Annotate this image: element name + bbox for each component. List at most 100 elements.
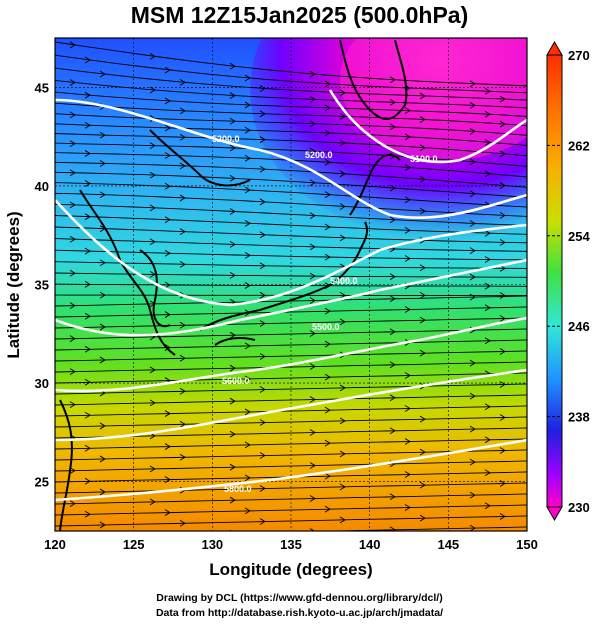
streamline — [55, 394, 527, 406]
streamline-arrow — [244, 441, 251, 449]
streamline-arrow — [469, 392, 476, 400]
streamline-arrow — [484, 170, 491, 178]
streamline-arrow — [164, 124, 171, 132]
streamline — [55, 192, 527, 217]
streamline-arrow — [419, 92, 426, 100]
streamline — [55, 182, 527, 208]
streamline-arrow — [389, 98, 396, 106]
streamline-arrow — [99, 70, 106, 78]
streamline-arrow — [419, 481, 426, 489]
streamline-arrow — [179, 387, 186, 395]
streamline-arrow — [499, 212, 506, 219]
contour-label: 5400.0 — [330, 276, 358, 286]
streamline-arrow — [499, 182, 506, 189]
streamline-arrow — [324, 472, 331, 480]
streamline-arrow — [69, 368, 76, 375]
streamline-arrow — [149, 115, 156, 122]
streamline-arrow — [149, 399, 156, 407]
streamline-arrow — [324, 307, 331, 315]
streamline-arrow — [244, 74, 251, 82]
streamline-arrow — [229, 397, 236, 405]
streamline-arrow — [229, 144, 236, 152]
streamline-arrow — [164, 344, 171, 351]
streamline-arrow — [309, 96, 316, 103]
streamline-arrow — [324, 373, 331, 381]
streamline-arrow — [164, 97, 171, 105]
streamline-arrow — [309, 243, 316, 251]
streamline-arrow — [404, 372, 411, 379]
streamline — [55, 350, 527, 362]
streamline-arrow — [404, 226, 411, 234]
streamline-arrow — [69, 500, 76, 507]
streamline-arrow — [244, 282, 251, 289]
streamline-arrow — [69, 335, 76, 342]
streamline-arrow — [229, 241, 236, 248]
streamline-arrow — [419, 415, 426, 423]
streamline — [55, 161, 527, 188]
streamline — [55, 294, 527, 296]
streamline — [55, 515, 527, 527]
plot-area: 5100.0 5200.0 5200.0 5400.0 5500.0 5600.… — [55, 38, 527, 540]
contour-label: 5500.0 — [312, 322, 340, 332]
streamline-arrow — [69, 140, 76, 147]
streamline-arrow — [419, 144, 426, 152]
streamline-arrow — [149, 366, 156, 374]
streamline-arrow — [309, 212, 316, 220]
streamline-arrow — [309, 363, 316, 370]
y-tick-label: 30 — [35, 376, 49, 391]
streamline-arrow — [499, 315, 506, 322]
streamline-arrow — [149, 498, 156, 506]
streamline-arrow — [469, 425, 476, 433]
streamline — [317, 526, 527, 531]
streamline-arrow — [259, 262, 266, 270]
streamline-arrow — [469, 190, 476, 198]
streamline-arrow — [70, 534, 75, 540]
streamline-arrow — [69, 302, 76, 309]
streamline-arrow — [309, 147, 316, 155]
colorbar-tick-label: 262 — [568, 138, 590, 153]
streamline-arrow — [484, 229, 491, 237]
streamline-arrow — [99, 191, 106, 199]
coastlines — [59, 39, 408, 531]
contour-label: 5800.0 — [224, 484, 252, 494]
streamline — [55, 493, 527, 505]
streamline-arrow — [179, 107, 186, 115]
streamline-arrow — [469, 220, 476, 227]
y-tick-label: 25 — [35, 475, 49, 490]
streamline-arrow — [499, 95, 506, 103]
streamline-arrow — [389, 427, 396, 435]
streamline-arrow — [404, 438, 411, 445]
streamline-arrow — [244, 219, 251, 227]
streamline — [55, 295, 527, 307]
streamline-arrow — [484, 110, 491, 118]
colorbar: 270 262 254 246 238 230 — [546, 40, 590, 522]
streamline-arrow — [259, 518, 266, 525]
streamline-arrow — [469, 158, 476, 166]
streamline-arrow — [339, 384, 346, 392]
streamline-arrow — [469, 80, 476, 88]
streamline-arrow — [164, 152, 171, 159]
streamline-arrow — [164, 249, 171, 257]
streamline-arrow — [389, 361, 396, 369]
streamline-arrow — [69, 269, 76, 277]
streamline-arrow — [404, 306, 411, 313]
streamline-arrow — [179, 162, 186, 170]
streamline-arrow — [309, 462, 316, 469]
streamline-arrow — [469, 293, 476, 301]
streamline-arrow — [99, 323, 106, 331]
streamline — [55, 283, 527, 287]
map-title: MSM 12Z15Jan2025 (500.0hPa) — [130, 2, 469, 28]
streamline-arrow — [229, 208, 236, 215]
streamline-arrow — [499, 381, 506, 388]
streamline-arrow — [404, 196, 411, 204]
streamline-arrow — [99, 131, 106, 139]
streamline-arrow — [229, 175, 236, 182]
streamline-arrow — [149, 238, 156, 246]
streamline-arrow — [244, 507, 251, 515]
streamline-arrow — [309, 495, 316, 502]
streamline-arrow — [244, 186, 251, 194]
streamline-arrow — [419, 448, 426, 456]
streamline-arrow — [389, 328, 396, 336]
streamline-arrow — [419, 349, 426, 357]
